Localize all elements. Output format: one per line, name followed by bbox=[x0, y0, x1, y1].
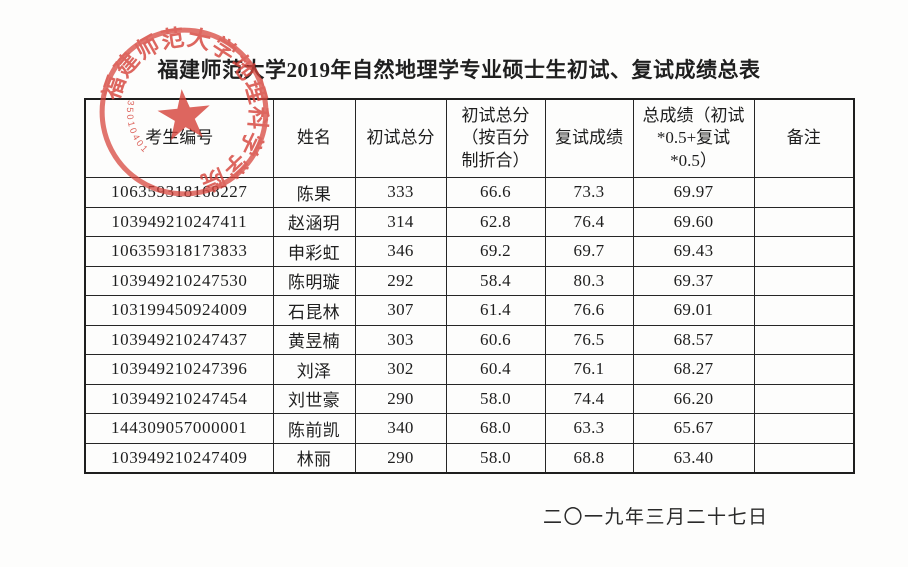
cell-candidate-id: 144309057000001 bbox=[84, 413, 274, 444]
cell-candidate-id: 106359318168227 bbox=[84, 177, 274, 208]
cell-retest-score: 76.1 bbox=[544, 354, 634, 385]
cell-converted-score: 58.4 bbox=[445, 265, 546, 296]
cell-total-score: 65.67 bbox=[632, 413, 755, 444]
col-header-name: 姓名 bbox=[272, 98, 356, 178]
cell-name: 林丽 bbox=[272, 442, 356, 474]
table-row: 106359318168227 陈果 333 66.6 73.3 69.97 bbox=[84, 177, 855, 208]
cell-initial-score: 314 bbox=[354, 206, 447, 237]
cell-retest-score: 76.4 bbox=[544, 206, 634, 237]
cell-note bbox=[753, 177, 855, 208]
cell-name: 赵涵玥 bbox=[272, 206, 356, 237]
cell-initial-score: 346 bbox=[354, 236, 447, 267]
cell-name: 陈果 bbox=[272, 177, 356, 208]
cell-retest-score: 68.8 bbox=[544, 442, 634, 474]
table-body: 106359318168227 陈果 333 66.6 73.3 69.97 1… bbox=[84, 177, 855, 474]
cell-candidate-id: 103949210247437 bbox=[84, 324, 274, 355]
cell-converted-score: 69.2 bbox=[445, 236, 546, 267]
cell-retest-score: 74.4 bbox=[544, 383, 634, 414]
cell-total-score: 69.60 bbox=[632, 206, 755, 237]
table-row: 103949210247437 黄昱楠 303 60.6 76.5 68.57 bbox=[84, 324, 855, 355]
score-table: 考生编号 姓名 初试总分 初试总分 （按百分 制折合） 复试成绩 总成绩（初试 … bbox=[84, 98, 855, 474]
table-row: 103949210247530 陈明璇 292 58.4 80.3 69.37 bbox=[84, 265, 855, 296]
col-header-converted-score: 初试总分 （按百分 制折合） bbox=[445, 98, 546, 178]
cell-initial-score: 290 bbox=[354, 442, 447, 474]
cell-total-score: 69.43 bbox=[632, 236, 755, 267]
table-header: 考生编号 姓名 初试总分 初试总分 （按百分 制折合） 复试成绩 总成绩（初试 … bbox=[84, 98, 855, 178]
cell-name: 刘泽 bbox=[272, 354, 356, 385]
table-row: 106359318173833 申彩虹 346 69.2 69.7 69.43 bbox=[84, 236, 855, 267]
col-header-note: 备注 bbox=[753, 98, 855, 178]
cell-name: 陈明璇 bbox=[272, 265, 356, 296]
page-title: 福建师范大学2019年自然地理学专业硕士生初试、复试成绩总表 bbox=[157, 58, 761, 82]
cell-note bbox=[753, 265, 855, 296]
cell-converted-score: 58.0 bbox=[445, 442, 546, 474]
table-row: 103949210247396 刘泽 302 60.4 76.1 68.27 bbox=[84, 354, 855, 385]
table-row: 144309057000001 陈前凯 340 68.0 63.3 65.67 bbox=[84, 413, 855, 444]
cell-retest-score: 76.6 bbox=[544, 295, 634, 326]
cell-candidate-id: 103949210247530 bbox=[84, 265, 274, 296]
cell-initial-score: 307 bbox=[354, 295, 447, 326]
table-row: 103949210247411 赵涵玥 314 62.8 76.4 69.60 bbox=[84, 206, 855, 237]
cell-total-score: 69.01 bbox=[632, 295, 755, 326]
table-row: 103949210247454 刘世豪 290 58.0 74.4 66.20 bbox=[84, 383, 855, 414]
table-row: 103949210247409 林丽 290 58.0 68.8 63.40 bbox=[84, 442, 855, 474]
cell-total-score: 63.40 bbox=[632, 442, 755, 474]
cell-converted-score: 68.0 bbox=[445, 413, 546, 444]
cell-candidate-id: 103949210247409 bbox=[84, 442, 274, 474]
cell-name: 黄昱楠 bbox=[272, 324, 356, 355]
cell-total-score: 68.27 bbox=[632, 354, 755, 385]
col-header-initial-score: 初试总分 bbox=[354, 98, 447, 178]
cell-converted-score: 62.8 bbox=[445, 206, 546, 237]
cell-name: 陈前凯 bbox=[272, 413, 356, 444]
cell-retest-score: 63.3 bbox=[544, 413, 634, 444]
cell-note bbox=[753, 413, 855, 444]
cell-converted-score: 60.4 bbox=[445, 354, 546, 385]
col-header-total-score: 总成绩（初试 *0.5+复试 *0.5） bbox=[632, 98, 755, 178]
cell-initial-score: 292 bbox=[354, 265, 447, 296]
cell-initial-score: 340 bbox=[354, 413, 447, 444]
cell-retest-score: 80.3 bbox=[544, 265, 634, 296]
cell-converted-score: 60.6 bbox=[445, 324, 546, 355]
cell-total-score: 68.57 bbox=[632, 324, 755, 355]
cell-note bbox=[753, 295, 855, 326]
cell-converted-score: 61.4 bbox=[445, 295, 546, 326]
date-line: 二〇一九年三月二十七日 bbox=[543, 507, 769, 528]
cell-candidate-id: 103949210247396 bbox=[84, 354, 274, 385]
cell-candidate-id: 103199450924009 bbox=[84, 295, 274, 326]
cell-name: 刘世豪 bbox=[272, 383, 356, 414]
cell-total-score: 66.20 bbox=[632, 383, 755, 414]
cell-total-score: 69.97 bbox=[632, 177, 755, 208]
cell-candidate-id: 103949210247411 bbox=[84, 206, 274, 237]
cell-retest-score: 76.5 bbox=[544, 324, 634, 355]
table-row: 103199450924009 石昆林 307 61.4 76.6 69.01 bbox=[84, 295, 855, 326]
cell-initial-score: 303 bbox=[354, 324, 447, 355]
cell-retest-score: 73.3 bbox=[544, 177, 634, 208]
cell-retest-score: 69.7 bbox=[544, 236, 634, 267]
cell-note bbox=[753, 442, 855, 474]
cell-name: 石昆林 bbox=[272, 295, 356, 326]
cell-initial-score: 302 bbox=[354, 354, 447, 385]
cell-converted-score: 58.0 bbox=[445, 383, 546, 414]
cell-note bbox=[753, 206, 855, 237]
cell-initial-score: 333 bbox=[354, 177, 447, 208]
cell-total-score: 69.37 bbox=[632, 265, 755, 296]
cell-note bbox=[753, 354, 855, 385]
cell-name: 申彩虹 bbox=[272, 236, 356, 267]
cell-note bbox=[753, 236, 855, 267]
col-header-retest-score: 复试成绩 bbox=[544, 98, 634, 178]
col-header-candidate-id: 考生编号 bbox=[84, 98, 274, 178]
cell-candidate-id: 103949210247454 bbox=[84, 383, 274, 414]
cell-converted-score: 66.6 bbox=[445, 177, 546, 208]
cell-candidate-id: 106359318173833 bbox=[84, 236, 274, 267]
cell-note bbox=[753, 324, 855, 355]
cell-note bbox=[753, 383, 855, 414]
cell-initial-score: 290 bbox=[354, 383, 447, 414]
